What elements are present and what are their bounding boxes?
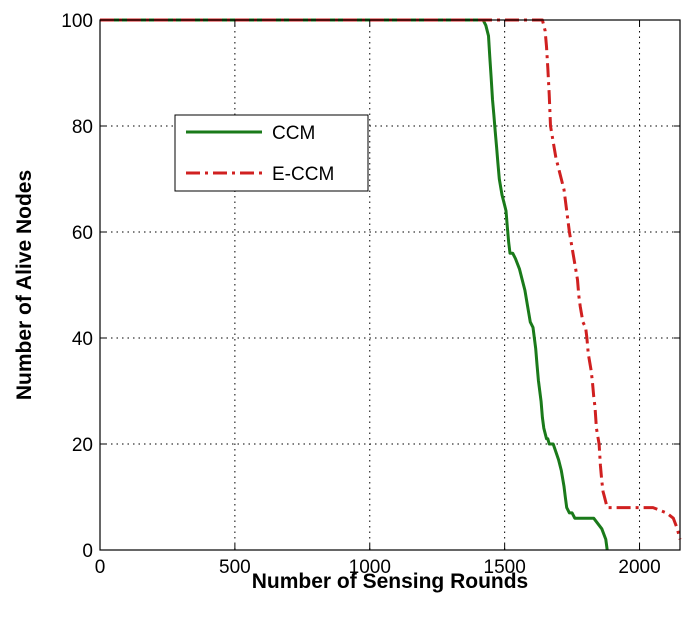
legend-label-ccm: CCM <box>272 123 315 144</box>
x-axis-title: Number of Sensing Rounds <box>252 570 529 593</box>
legend: CCM E-CCM <box>174 114 369 192</box>
series-line-ccm <box>100 18 609 551</box>
y-tick-label: 40 <box>72 329 93 350</box>
y-tick-label: 60 <box>72 223 93 244</box>
y-tick-label: 80 <box>72 117 93 138</box>
data-series <box>100 18 682 551</box>
y-tick-label: 20 <box>72 435 93 456</box>
plot-area <box>100 20 680 550</box>
x-tick-label: 1000 <box>349 557 391 578</box>
x-tick-label: 1500 <box>484 557 526 578</box>
x-tick-label: 500 <box>219 557 251 578</box>
series-line-e-ccm <box>100 18 682 540</box>
x-tick-label: 0 <box>95 557 106 578</box>
grid-lines <box>100 20 680 550</box>
x-tick-label: 2000 <box>618 557 660 578</box>
y-tick-label: 0 <box>82 541 93 562</box>
plot-frame <box>99 19 681 551</box>
y-axis-title: Number of Alive Nodes <box>13 170 36 400</box>
y-tick-label: 100 <box>61 11 93 32</box>
legend-box <box>174 114 369 192</box>
legend-label-eccm: E-CCM <box>272 164 334 185</box>
axis-ticks: 0 500 1000 1500 2000 0 20 40 60 80 100 <box>61 11 680 578</box>
